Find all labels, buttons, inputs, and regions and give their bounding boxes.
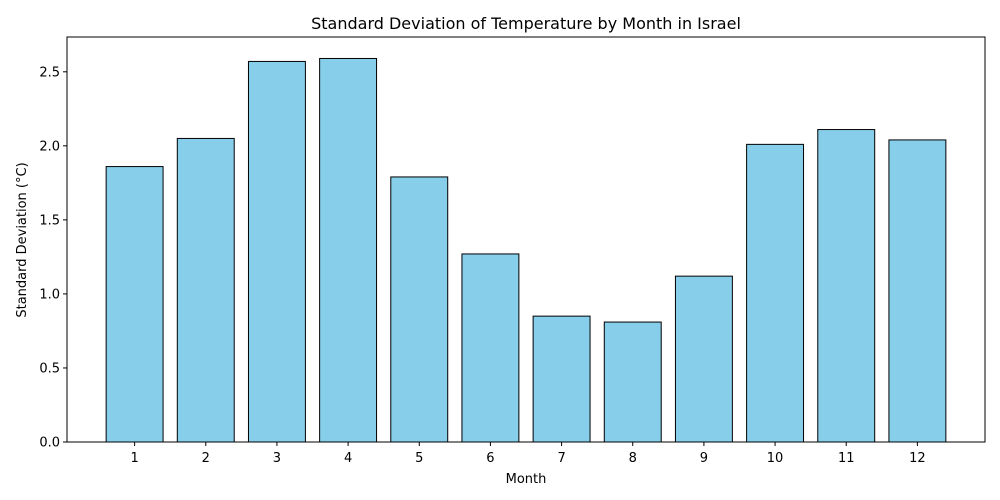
axes-frame bbox=[66, 36, 986, 443]
bar-month-10 bbox=[746, 143, 805, 443]
bar-month-4 bbox=[319, 57, 378, 443]
bar-month-11 bbox=[817, 129, 876, 443]
x-tick-label-8: 8 bbox=[629, 451, 637, 466]
x-tick-label-6: 6 bbox=[486, 451, 494, 466]
bar-month-8 bbox=[603, 321, 662, 443]
bar-month-1 bbox=[105, 166, 164, 443]
y-tick-label-3: 1.5 bbox=[39, 213, 60, 228]
y-tick-label-5: 2.5 bbox=[39, 65, 60, 80]
x-tick-label-11: 11 bbox=[838, 451, 855, 466]
bar-month-7 bbox=[532, 315, 591, 443]
x-tick-label-7: 7 bbox=[557, 451, 565, 466]
bar-month-12 bbox=[888, 139, 947, 443]
plot-area: 1 2 3 4 5 6 7 8 9 10 11 120.00.51.01.52.02.5 bbox=[39, 36, 986, 466]
x-axis-label: Month bbox=[506, 472, 547, 487]
x-tick-label-4: 4 bbox=[344, 451, 352, 466]
y-tick-label-1: 0.5 bbox=[39, 361, 60, 376]
x-tick-label-12: 12 bbox=[909, 451, 926, 466]
x-tick-label-3: 3 bbox=[273, 451, 281, 466]
x-tick-label-9: 9 bbox=[700, 451, 708, 466]
y-tick-label-4: 2.0 bbox=[39, 139, 60, 154]
bar-month-6 bbox=[461, 253, 520, 443]
bar-month-5 bbox=[390, 176, 449, 443]
bar-month-9 bbox=[674, 275, 733, 443]
y-tick-label-0: 0.0 bbox=[39, 436, 60, 451]
x-tick-label-1: 1 bbox=[130, 451, 138, 466]
chart-title: Standard Deviation of Temperature by Mon… bbox=[311, 14, 741, 33]
x-tick-label-2: 2 bbox=[202, 451, 210, 466]
x-tick-label-5: 5 bbox=[415, 451, 423, 466]
bar-month-2 bbox=[176, 137, 235, 443]
y-tick-label-2: 1.0 bbox=[39, 287, 60, 302]
bar-month-3 bbox=[247, 60, 306, 443]
y-axis-label: Standard Deviation (°C) bbox=[15, 162, 30, 317]
x-tick-label-10: 10 bbox=[767, 451, 784, 466]
